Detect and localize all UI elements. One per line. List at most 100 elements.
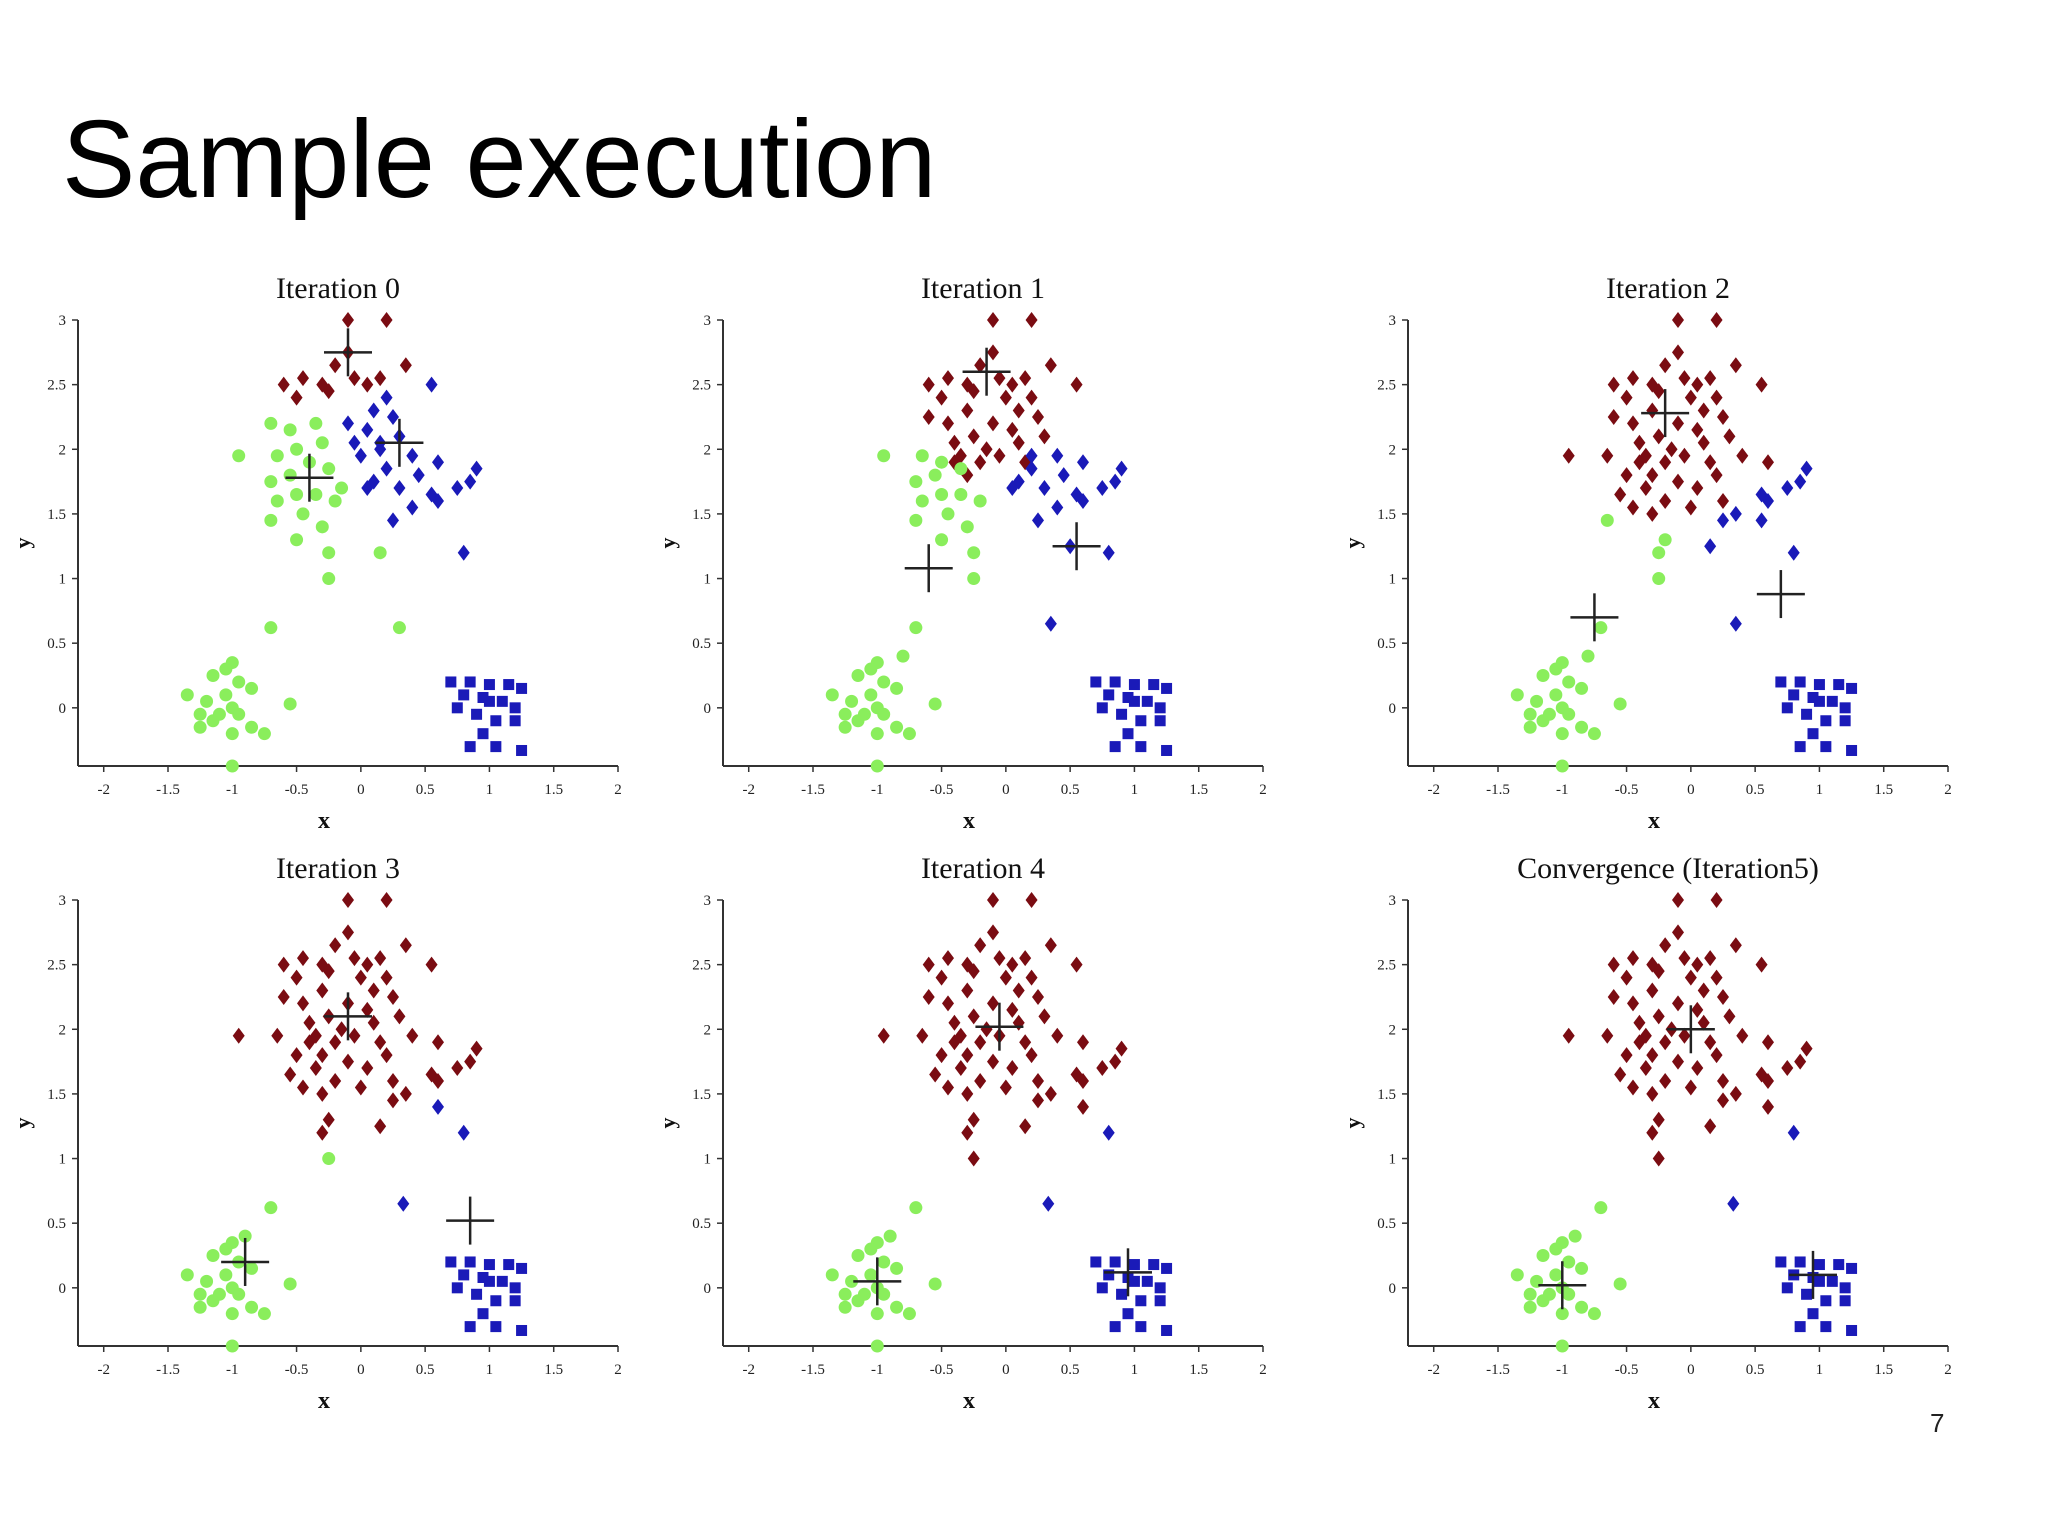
cluster-maroon-point [1652, 1111, 1665, 1128]
cluster-blue-squares-point [1781, 1282, 1793, 1294]
cluster-maroon-point [1672, 1053, 1684, 1070]
cluster-blue-point [1044, 615, 1057, 632]
cluster-blue-squares-point [458, 1269, 470, 1281]
cluster-green-point [283, 697, 297, 711]
cluster-green-point [315, 520, 329, 534]
cluster-green-point [1652, 572, 1666, 586]
cluster-blue-squares-point [1788, 689, 1800, 701]
cluster-maroon-point [329, 1072, 342, 1089]
cluster-blue-squares-point [490, 1295, 502, 1307]
cluster-maroon-point [948, 454, 961, 471]
cluster-blue-squares-point [1846, 1262, 1858, 1274]
cluster-blue-point [432, 492, 444, 509]
cluster-maroon-point [361, 1001, 374, 1018]
cluster-maroon-point [290, 1047, 303, 1064]
cluster-green-point [877, 707, 891, 721]
cluster-maroon-point [316, 1124, 329, 1141]
cluster-green-point [1575, 1300, 1589, 1314]
cluster-green-point [1575, 1261, 1589, 1275]
cluster-maroon-point [1025, 892, 1038, 908]
x-tick-label: -1 [1556, 782, 1569, 798]
cluster-maroon-point [961, 956, 974, 973]
cluster-maroon-point [974, 454, 987, 471]
cluster-maroon-point [374, 950, 387, 967]
cluster-green-point [902, 727, 916, 741]
chart-title: Convergence (Iteration5) [1517, 852, 1819, 885]
cluster-blue-point [457, 544, 470, 561]
cluster-maroon-point [1659, 1072, 1672, 1089]
cluster-maroon-point [387, 1092, 399, 1109]
cluster-green-point [915, 494, 929, 508]
cluster-maroon-point [1659, 454, 1672, 471]
cluster-green-point [1562, 707, 1576, 721]
cluster-maroon-point [1717, 988, 1729, 1005]
cluster-green-point [864, 1242, 878, 1256]
cluster-blue-point [1787, 1124, 1800, 1141]
cluster-maroon-point [1620, 467, 1633, 484]
cluster-maroon-point [1044, 357, 1057, 374]
cluster-blue-squares-point [1109, 741, 1121, 753]
cluster-blue-squares-point [1839, 715, 1851, 727]
cluster-green-point [219, 1268, 233, 1282]
cluster-blue-squares-point [1794, 1321, 1806, 1333]
y-tick-label: 2.5 [1377, 378, 1396, 394]
cluster-green-point [193, 720, 207, 734]
cluster-maroon-point [922, 408, 935, 425]
x-tick-label: -0.5 [1615, 1362, 1639, 1378]
cluster-maroon-point [1607, 408, 1620, 425]
cluster-blue-squares-point [1807, 728, 1819, 740]
cluster-maroon-point [342, 892, 354, 908]
cluster-blue-squares-point [1161, 682, 1173, 694]
x-tick-label: 1 [1816, 1362, 1824, 1378]
x-axis-label: x [318, 808, 330, 834]
cluster-maroon-point [1627, 499, 1639, 516]
cluster-green-point [1575, 720, 1589, 734]
cluster-maroon-point [1032, 1072, 1044, 1089]
x-tick-label: -2 [742, 1362, 755, 1378]
cluster-maroon-point [290, 389, 303, 406]
cluster-green-point [232, 449, 246, 463]
cluster-blue-point [432, 454, 444, 471]
y-axis-label: y [655, 1118, 680, 1129]
cluster-maroon-point [399, 357, 412, 374]
chart-panel-1: Iteration 0 -2 -1.5 -1 -0.5 0 0.5 1 1.5 2 0 0.5 1 1.5… [10, 272, 622, 834]
cluster-blue-point [1096, 480, 1109, 497]
x-tick-label: 2 [614, 782, 622, 798]
chart-panel-5: Iteration 4 -2 -1.5 -1 -0.5 0 0.5 1 1.5 2 0 0.5 1 1.5… [655, 852, 1267, 1414]
cluster-green-point [264, 1201, 278, 1215]
cluster-blue-squares-point [1813, 1275, 1825, 1287]
cluster-maroon-point [1620, 969, 1633, 986]
cluster-maroon-point [961, 982, 974, 999]
cluster-maroon-point [1620, 1047, 1633, 1064]
cluster-maroon-point [916, 1027, 929, 1044]
cluster-green-point [954, 462, 968, 476]
cluster-blue-point [1032, 512, 1044, 529]
cluster-maroon-point [1607, 376, 1620, 393]
cluster-blue-squares-point [483, 1259, 495, 1271]
x-tick-label: -1.5 [156, 1362, 180, 1378]
cluster-blue-point [1755, 512, 1768, 529]
cluster-maroon-point [1736, 1027, 1749, 1044]
cluster-green-point [877, 449, 891, 463]
cluster-blue-point [1077, 454, 1089, 471]
cluster-blue-point [1051, 499, 1064, 516]
cluster-blue-point [1025, 447, 1038, 464]
cluster-green-point [877, 1287, 891, 1301]
y-tick-label: 2.5 [1377, 958, 1396, 974]
cluster-maroon-point [1678, 447, 1691, 464]
y-tick-label: 1.5 [692, 507, 711, 523]
cluster-maroon-point [1077, 1098, 1089, 1115]
cluster-maroon-point [1633, 1034, 1646, 1051]
cluster-blue-squares-point [1148, 679, 1160, 691]
cluster-green-point [1562, 1255, 1576, 1269]
cluster-green-point [290, 442, 304, 456]
cluster-maroon-point [1627, 370, 1639, 387]
cluster-green-point [270, 449, 284, 463]
cluster-blue-squares-point [1794, 1256, 1806, 1268]
cluster-maroon-point [361, 956, 374, 973]
x-axis-label: x [318, 1388, 330, 1414]
cluster-green-point [309, 416, 323, 430]
cluster-maroon-point [948, 1034, 961, 1051]
cluster-green-point [264, 416, 278, 430]
cluster-maroon-point [974, 357, 987, 374]
